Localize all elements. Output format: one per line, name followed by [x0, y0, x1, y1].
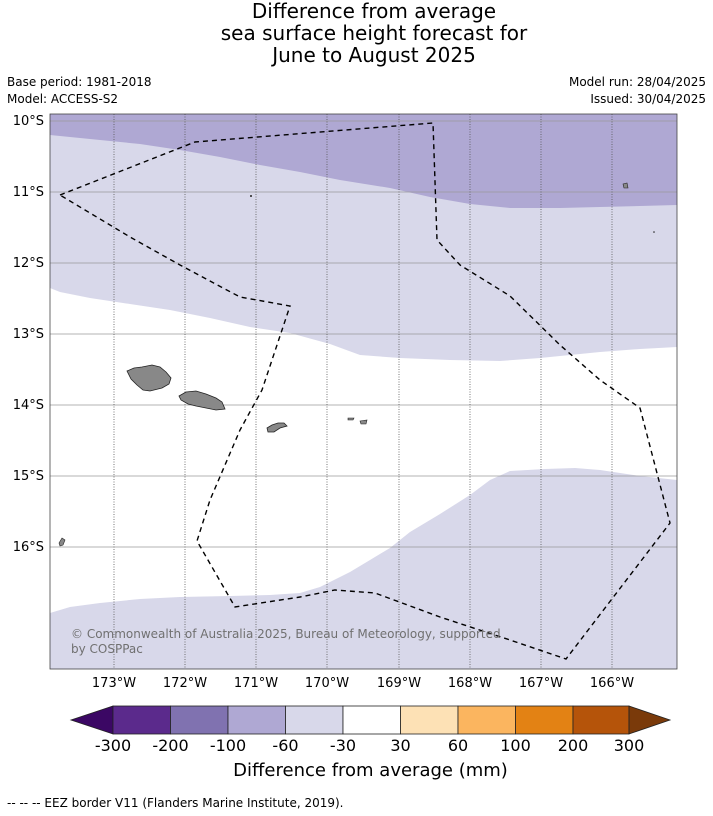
- lat-label: 16°S: [13, 540, 44, 555]
- colorbar-segment: [342, 705, 401, 735]
- base-period: Base period: 1981-2018: [7, 75, 152, 89]
- colorbar-tick: -30: [330, 736, 356, 755]
- map-frame: [49, 113, 678, 670]
- map-plot: © Commonwealth of Australia 2025, Bureau…: [50, 114, 677, 669]
- colorbar-tick: -300: [95, 736, 131, 755]
- title-line-1: Difference from average: [251, 0, 497, 23]
- island-tau: [359, 419, 368, 425]
- lon-label: 172°W: [163, 676, 207, 691]
- meta-left: Base period: 1981-2018 Model: ACCESS-S2: [7, 74, 152, 108]
- model-name: Model: ACCESS-S2: [7, 92, 119, 106]
- colorbar: [69, 705, 672, 735]
- lat-label: 12°S: [13, 256, 44, 271]
- colorbar-title: Difference from average (mm): [233, 760, 508, 781]
- copyright-line-2: by COSPPac: [71, 642, 143, 656]
- colorbar-extend-min: [69, 705, 114, 735]
- lat-label: 13°S: [13, 327, 44, 342]
- colorbar-tick: 300: [614, 736, 645, 755]
- colorbar-ticks: -300 -200 -100 -60 -30 30 60 100 200 300: [95, 736, 644, 755]
- colorbar-segment: [515, 705, 574, 735]
- longitude-gridlines: [113, 114, 613, 669]
- latitude-gridlines: [50, 120, 677, 548]
- colorbar-segment: [227, 705, 286, 735]
- island-upolu: [178, 390, 226, 411]
- island-small-1: [250, 195, 252, 197]
- colorbar-segment: [112, 705, 171, 735]
- colorbar-tick: -60: [272, 736, 298, 755]
- colorbar-segment: [170, 705, 229, 735]
- colorbar-tick: 60: [448, 736, 468, 755]
- latitude-labels: 10°S 11°S 12°S 13°S 14°S 15°S 16°S: [13, 114, 44, 555]
- lon-label: 173°W: [92, 676, 136, 691]
- island-wallis: [58, 537, 66, 547]
- lon-label: 170°W: [305, 676, 349, 691]
- island-small-3: [653, 231, 655, 233]
- eez-border: [58, 122, 671, 660]
- lon-label: 171°W: [234, 676, 278, 691]
- lon-label: 169°W: [377, 676, 421, 691]
- colorbar-tick: 30: [390, 736, 410, 755]
- colorbar-tick: -100: [210, 736, 246, 755]
- island-ofu: [347, 417, 355, 421]
- title-line-2: sea surface height forecast for: [220, 21, 528, 45]
- anomaly-field-neutral: [50, 288, 677, 613]
- island-savaii: [126, 364, 172, 392]
- issued-date: Issued: 30/04/2025: [590, 92, 706, 106]
- lon-label: 167°W: [519, 676, 563, 691]
- colorbar-extend-max: [628, 705, 672, 735]
- colorbar-tick: 200: [558, 736, 589, 755]
- lon-label: 168°W: [448, 676, 492, 691]
- colorbar-segment: [285, 705, 344, 735]
- meta-right: Model run: 28/04/2025 Issued: 30/04/2025: [569, 74, 706, 108]
- colorbar-segment: [457, 705, 516, 735]
- colorbar-segment: [400, 705, 459, 735]
- title-line-3: June to August 2025: [272, 43, 476, 67]
- lon-label: 166°W: [590, 676, 634, 691]
- longitude-labels: 173°W 172°W 171°W 170°W 169°W 168°W 167°…: [92, 676, 634, 691]
- lat-label: 11°S: [13, 185, 44, 200]
- lat-label: 14°S: [13, 398, 44, 413]
- lat-label: 10°S: [13, 114, 44, 129]
- anomaly-field-medium: [50, 114, 677, 208]
- eez-legend: -- -- -- EEZ border V11 (Flanders Marine…: [7, 796, 344, 810]
- lat-label: 15°S: [13, 469, 44, 484]
- chart-title: Difference from average sea surface heig…: [0, 0, 713, 66]
- colorbar-tick: -200: [152, 736, 188, 755]
- model-run: Model run: 28/04/2025: [568, 75, 706, 89]
- island-small-2: [622, 182, 629, 189]
- colorbar-tick: 100: [500, 736, 531, 755]
- colorbar-segment: [572, 705, 630, 735]
- island-tutuila: [266, 422, 288, 433]
- copyright-line-1: © Commonwealth of Australia 2025, Bureau…: [71, 627, 501, 641]
